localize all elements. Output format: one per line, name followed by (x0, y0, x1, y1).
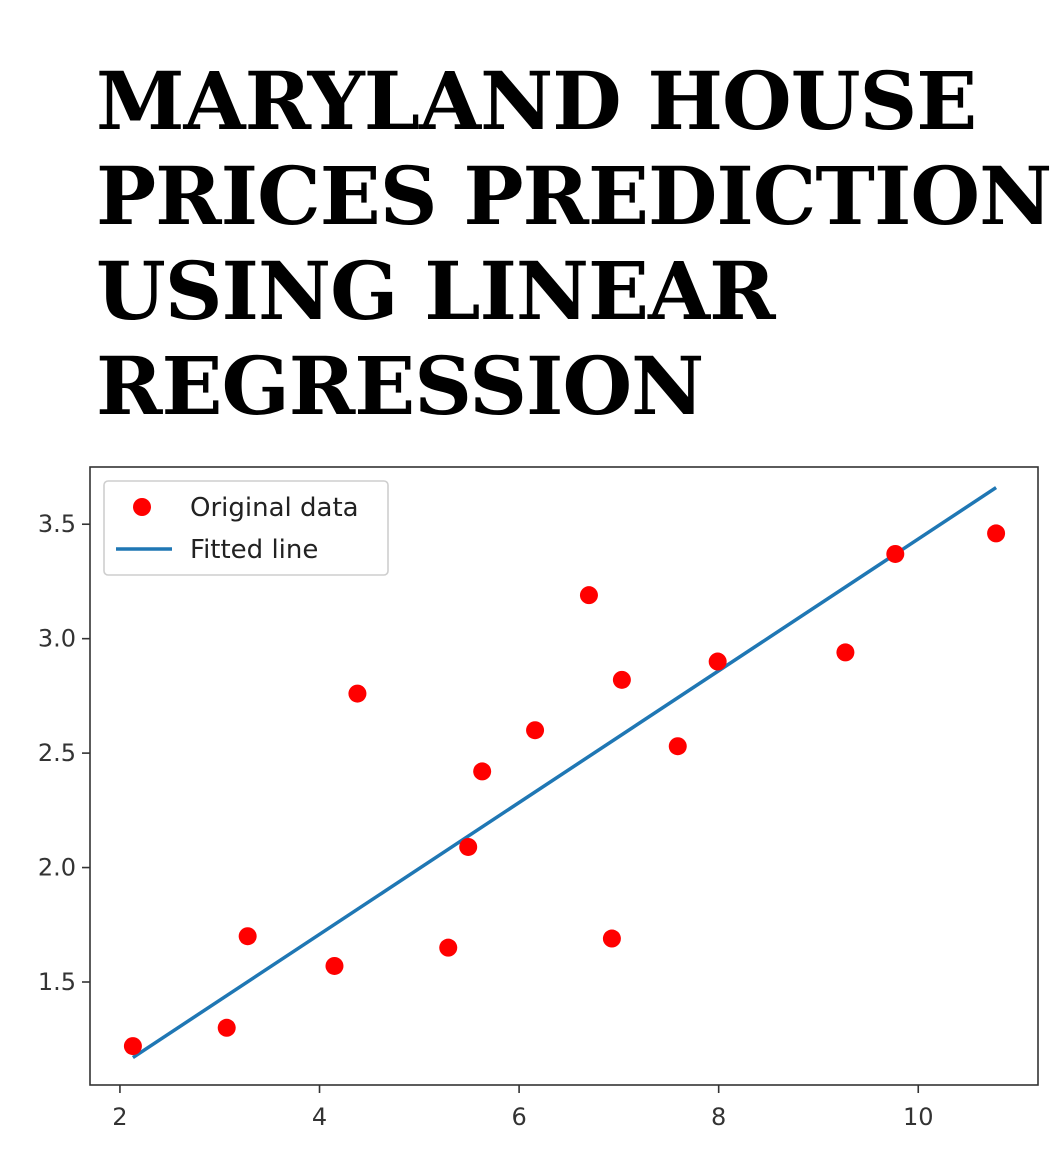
y-tick-label: 3.0 (38, 625, 76, 653)
data-point (886, 544, 905, 563)
x-tick-label: 4 (312, 1103, 327, 1131)
x-tick-label: 6 (511, 1103, 526, 1131)
data-point (217, 1018, 236, 1037)
title-line-2: PRICES PREDICTIONS (96, 149, 1056, 243)
title-line-1: MARYLAND HOUSE (96, 54, 977, 148)
x-tick-label: 2 (112, 1103, 127, 1131)
x-tick-label: 8 (711, 1103, 726, 1131)
data-point (238, 927, 257, 946)
title-line-4: REGRESSION (96, 339, 704, 433)
data-point (526, 721, 545, 740)
data-point (836, 643, 855, 662)
legend-marker-original-data (133, 498, 151, 516)
legend-label: Original data (190, 493, 359, 523)
y-tick-label: 1.5 (38, 968, 76, 996)
y-tick-label: 2.5 (38, 739, 76, 767)
data-point (612, 670, 631, 689)
data-point (473, 762, 492, 781)
title-block: MARYLAND HOUSE PRICES PREDICTIONS USING … (96, 54, 1056, 434)
scatter-chart: 2 4 6 8 10 1.5 2.0 2.5 3.0 3.5 Original data Fitted… (38, 466, 1039, 1131)
data-point (602, 929, 621, 948)
data-point (325, 956, 344, 975)
chart-area: 2 4 6 8 10 1.5 2.0 2.5 3.0 3.5 Original data Fitted… (0, 440, 1056, 1152)
data-point (439, 938, 458, 957)
data-point (987, 524, 1006, 543)
data-point (579, 586, 598, 605)
data-point (123, 1037, 142, 1056)
x-tick-label: 10 (903, 1103, 934, 1131)
data-point (348, 684, 367, 703)
title-line-3: USING LINEAR (96, 244, 776, 338)
legend-label: Fitted line (190, 535, 318, 565)
fitted-line (131, 486, 998, 1059)
data-point (459, 837, 478, 856)
legend-box (103, 480, 389, 576)
data-point (668, 737, 687, 756)
data-point (708, 652, 727, 671)
y-tick-label: 2.0 (38, 854, 76, 882)
y-tick-label: 3.5 (38, 510, 76, 538)
